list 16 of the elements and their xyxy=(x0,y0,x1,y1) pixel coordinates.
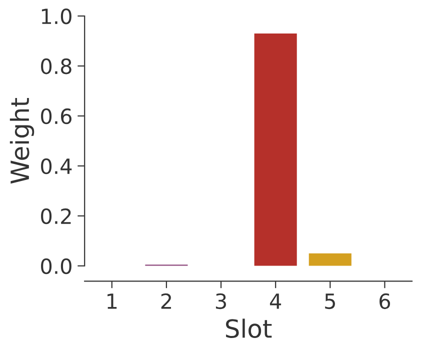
x-tick-label: 1 xyxy=(108,294,117,309)
y-tick-label: 0.8 xyxy=(41,58,72,74)
x-tick-label: 4 xyxy=(270,294,282,309)
y-tick-label: 0.0 xyxy=(41,258,72,274)
y-axis-title: Weight xyxy=(10,98,34,184)
bar xyxy=(254,34,297,266)
x-tick-label: 6 xyxy=(380,293,390,310)
x-tick-label: 3 xyxy=(216,293,226,310)
y-tick-label: 0.6 xyxy=(41,108,72,124)
x-axis-title: Slot xyxy=(226,318,272,338)
x-tick-label: 2 xyxy=(161,293,171,309)
y-tick-label: 1.0 xyxy=(42,8,72,24)
y-tick-label: 0.2 xyxy=(41,208,71,224)
y-tick-label: 0.4 xyxy=(41,158,72,174)
x-tick-label: 5 xyxy=(325,294,335,310)
bar xyxy=(308,253,352,266)
